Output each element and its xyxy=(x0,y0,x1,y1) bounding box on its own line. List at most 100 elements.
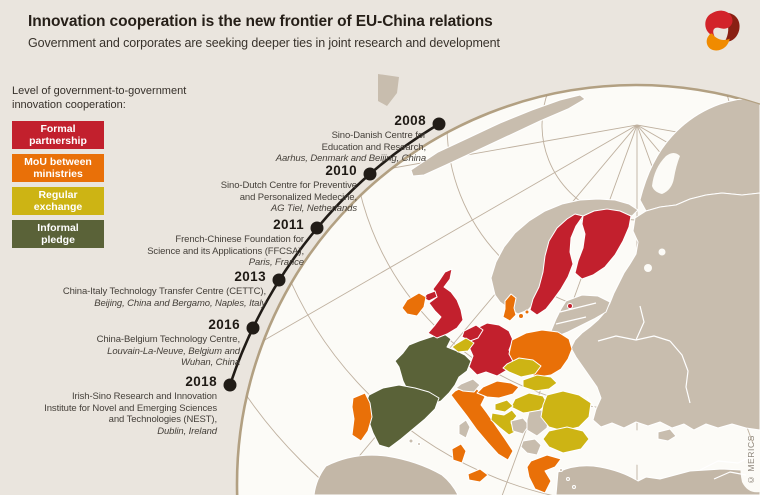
country-albania-macedonia xyxy=(520,438,542,456)
timeline-entry-2018: 2018 Irish-Sino Research and Innovation In… xyxy=(44,375,217,437)
timeline-text-line: China-Belgium Technology Centre, xyxy=(96,334,241,345)
country-baltic-states xyxy=(550,294,611,337)
timeline-year: 2013 xyxy=(234,269,266,284)
timeline-year: 2018 xyxy=(185,374,217,389)
lake-ladoga xyxy=(644,264,652,272)
timeline-year: 2008 xyxy=(394,113,426,128)
timeline-entry-2010: 2010 Sino-Dutch Centre for Preventive and … xyxy=(221,164,357,215)
country-sicily xyxy=(467,468,489,483)
legend-item-label: Formal partnership xyxy=(29,123,87,147)
timeline-text-line: Institute for Novel and Emerging Science… xyxy=(44,402,217,414)
timeline-dots xyxy=(223,117,446,392)
timeline-text-line: and Technologies (NEST), xyxy=(108,414,217,425)
country-bulgaria xyxy=(542,426,590,454)
legend-item: Formal partnership xyxy=(12,121,104,149)
timeline-dot xyxy=(272,273,286,287)
legend-items: Formal partnership MoU between ministries… xyxy=(12,121,217,248)
country-bosnia xyxy=(510,417,530,435)
legend: Level of government-to-government innova… xyxy=(12,85,217,253)
timeline-text-line: French-Chinese Foundation for xyxy=(175,234,304,245)
white-sea xyxy=(652,153,680,194)
timeline-location-line: Beijing, China and Bergamo, Naples, Ital… xyxy=(94,297,266,309)
timeline-entry-2013: 2013 China-Italy Technology Transfer Cent… xyxy=(63,270,266,309)
timeline-text-line: Irish-Sino Research and Innovation xyxy=(72,391,217,402)
country-switzerland xyxy=(455,378,481,393)
country-greece xyxy=(526,454,562,494)
timeline-text-line: and Personalized Medecine, xyxy=(239,191,357,203)
country-russia-belarus-ukraine xyxy=(570,192,760,431)
country-netherlands xyxy=(461,324,484,342)
country-slovakia xyxy=(522,374,558,392)
country-austria xyxy=(476,380,520,399)
country-portugal xyxy=(351,392,373,442)
timeline-text-line: Sino-Dutch Centre for Preventive xyxy=(220,180,357,191)
timeline-text-line: Science and its Applications (FFCSA), xyxy=(147,245,304,257)
timeline-entry-2008: 2008 Sino-Danish Centre for Education and … xyxy=(276,114,426,165)
country-corsica xyxy=(458,419,471,439)
timeline-text-line: Education and Research, xyxy=(321,141,426,153)
black-sea xyxy=(594,430,704,469)
timeline-location-line: Wuhan, China xyxy=(180,357,240,368)
merics-logo-orange-shape xyxy=(706,33,730,51)
timeline-text-line: Sino-Danish Centre for xyxy=(331,130,427,141)
timeline-location-line: Aarhus, Denmark and Beijing, China xyxy=(275,153,426,164)
timeline-text-line: China-Italy Technology Transfer Centre (… xyxy=(62,286,266,297)
country-sardinia xyxy=(451,443,467,464)
legend-item: Informal pledge xyxy=(12,220,104,248)
timeline-year: 2011 xyxy=(273,217,304,232)
country-denmark-island xyxy=(524,309,530,315)
timeline-location-line: AG Tiel, Netherlands xyxy=(270,203,357,214)
legend-item-label: Regular exchange xyxy=(33,189,83,213)
timeline-dot xyxy=(432,117,446,131)
timeline-entry-2016: 2016 China-Belgium Technology Centre, Louv… xyxy=(96,317,241,369)
legend-heading: Level of government-to-government innova… xyxy=(12,85,187,111)
country-sweden xyxy=(529,213,584,316)
timeline-year: 2016 xyxy=(208,317,240,332)
timeline-dot xyxy=(246,321,260,335)
timeline-dot xyxy=(363,167,377,181)
country-slovenia xyxy=(494,399,514,413)
country-greenland xyxy=(378,74,399,106)
country-belgium xyxy=(451,337,475,353)
island-aegean xyxy=(559,468,563,472)
country-denmark-island xyxy=(518,313,524,319)
timeline-location-line: Paris, France xyxy=(248,257,304,268)
header: Innovation cooperation is the new fronti… xyxy=(28,13,668,50)
island-balearic xyxy=(417,442,421,446)
country-spain xyxy=(364,384,440,449)
country-north-africa xyxy=(313,454,459,495)
country-denmark xyxy=(502,293,517,322)
timeline-entry-2011: 2011 French-Chinese Foundation for Science… xyxy=(147,218,304,269)
merics-logo-red-shape xyxy=(705,10,733,36)
merics-logo xyxy=(705,10,740,51)
timeline-location-line: Dublin, Ireland xyxy=(157,425,217,437)
page-subtitle: Government and corporates are seeking de… xyxy=(28,36,500,50)
legend-item: Regular exchange xyxy=(12,187,104,215)
island-aegean xyxy=(572,485,576,489)
graticule-meridian xyxy=(237,124,638,366)
country-romania xyxy=(540,390,592,432)
timeline-dot xyxy=(223,378,237,392)
timeline-dot xyxy=(310,221,324,235)
country-czech-republic xyxy=(502,357,542,378)
island-balearic xyxy=(408,438,414,444)
island-gotland xyxy=(567,303,573,309)
legend-item-label: MoU between ministries xyxy=(24,156,92,180)
page-title: Innovation cooperation is the new fronti… xyxy=(28,13,493,30)
island-aegean xyxy=(566,477,570,481)
timeline-curve xyxy=(228,122,441,387)
timeline-location-line: Louvain-La-Neuve, Belgium and xyxy=(107,345,240,357)
timeline-year: 2010 xyxy=(325,163,357,178)
copyright-credit: © MERICS xyxy=(746,434,756,485)
legend-item-label: Informal pledge xyxy=(37,222,79,246)
country-germany xyxy=(468,322,514,377)
country-ireland xyxy=(401,292,427,317)
country-finland xyxy=(574,208,632,280)
country-svalbard xyxy=(410,94,586,177)
non-eu-borders xyxy=(555,302,755,480)
lake-onega xyxy=(658,248,666,256)
caspian-sea xyxy=(740,443,760,493)
legend-item: MoU between ministries xyxy=(12,154,104,182)
